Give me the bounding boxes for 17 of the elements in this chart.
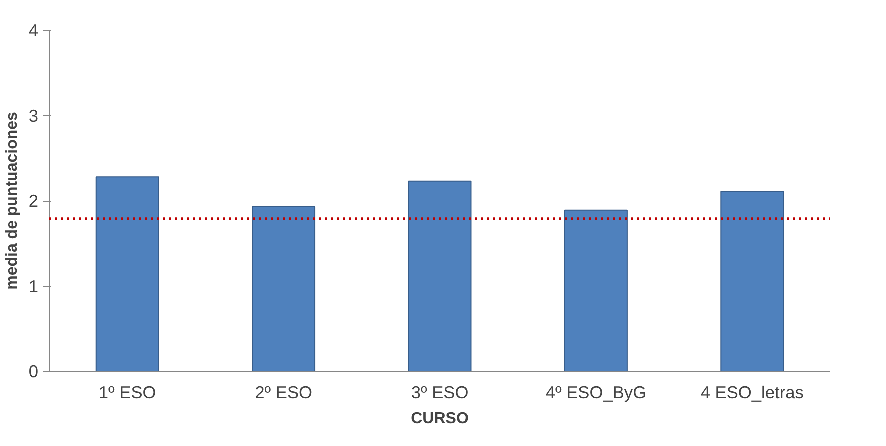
y-tick-label: 3	[28, 106, 39, 126]
bar	[408, 180, 472, 372]
bar	[720, 191, 784, 372]
x-tick-label: 2º ESO	[255, 382, 312, 402]
x-axis-title: CURSO	[411, 410, 469, 428]
x-tick-label: 4º ESO_ByG	[546, 382, 647, 402]
y-tick-label: 0	[28, 362, 39, 382]
y-tick-label: 4	[28, 20, 39, 40]
x-tick-label: 1º ESO	[98, 382, 156, 402]
bar	[252, 206, 316, 372]
y-axis-title: media de puntuaciones	[4, 112, 21, 290]
x-tick-label: 3º ESO	[411, 382, 469, 402]
x-tick-label: 4 ESO_letras	[700, 382, 804, 402]
bar	[96, 176, 160, 372]
y-tick-label: 2	[28, 191, 39, 211]
bar	[564, 210, 628, 372]
y-tick-label: 1	[28, 276, 39, 296]
